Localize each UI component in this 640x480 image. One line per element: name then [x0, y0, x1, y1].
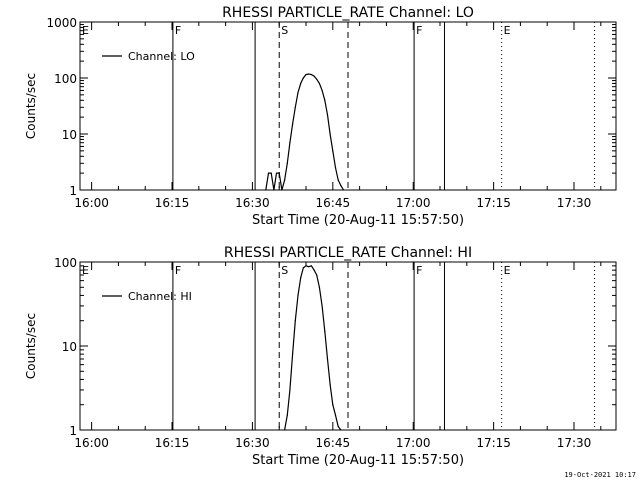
data-point: [289, 142, 291, 144]
data-point: [324, 330, 326, 332]
chart-panel-lo: RHESSI PARTICLE_RATE Channel: LO Start Ti…: [24, 5, 617, 228]
data-point: [332, 150, 334, 152]
data-point: [302, 77, 304, 79]
data-point: [265, 189, 267, 191]
footer-timestamp: 19-Oct-2021 10:17: [564, 471, 636, 479]
data-point: [332, 404, 334, 406]
data-point: [310, 74, 312, 76]
y-axis-label: Counts/sec: [24, 313, 38, 379]
x-tick-label: 16:45: [316, 436, 351, 450]
y-tick-label: 100: [54, 72, 77, 86]
x-tick-label: 16:15: [155, 436, 190, 450]
data-point: [294, 320, 296, 322]
data-point: [286, 414, 288, 416]
data-point: [329, 383, 331, 385]
data-point: [326, 358, 329, 360]
chart-title: RHESSI PARTICLE_RATE Channel: LO: [222, 5, 474, 21]
event-marker-label: F: [175, 24, 181, 37]
data-point: [278, 172, 280, 174]
data-point: [313, 269, 315, 271]
data-point: [283, 429, 286, 431]
data-point: [340, 429, 342, 431]
data-point: [275, 172, 278, 174]
x-tick-label: 17:15: [476, 436, 511, 450]
x-tick-label: 16:00: [74, 196, 109, 210]
event-marker-label: E: [82, 24, 89, 37]
data-point: [292, 123, 294, 125]
x-tick-label: 17:00: [396, 436, 431, 450]
data-point: [326, 114, 329, 116]
legend-label: Channel: HI: [128, 290, 192, 303]
data-point: [340, 184, 342, 187]
x-tick-label: 16:30: [235, 436, 270, 450]
data-point: [318, 286, 321, 288]
series-line: [265, 73, 345, 191]
data-point: [324, 99, 326, 101]
event-marker-label: E: [504, 24, 511, 37]
x-axis-label: Start Time (20-Aug-11 15:57:50): [252, 453, 464, 468]
x-tick-label: 16:00: [74, 436, 109, 450]
event-marker-label: E: [504, 264, 511, 277]
x-tick-label: 16:45: [316, 196, 351, 210]
x-tick-label: 17:30: [557, 196, 592, 210]
y-tick-label: 10: [62, 128, 77, 142]
data-point: [297, 294, 299, 297]
legend-label: Channel: LO: [128, 50, 195, 63]
x-axis-label: Start Time (20-Aug-11 15:57:50): [252, 213, 464, 228]
data-point: [283, 179, 286, 181]
data-point: [321, 89, 323, 92]
data-point: [316, 78, 318, 80]
data-point: [300, 277, 302, 279]
chart-panel-hi: RHESSI PARTICLE_RATE Channel: HI Start Ti…: [24, 245, 617, 468]
y-tick-label: 10: [62, 340, 77, 354]
event-marker-label: E: [82, 264, 89, 277]
y-axis-label: Counts/sec: [24, 73, 38, 139]
data-point: [305, 74, 307, 76]
data-point: [337, 425, 339, 428]
data-point: [270, 172, 272, 174]
data-point: [305, 265, 307, 267]
chart-title: RHESSI PARTICLE_RATE Channel: HI: [224, 245, 472, 261]
y-tick-label: 1: [69, 184, 77, 198]
series-line: [284, 265, 342, 431]
x-tick-label: 17:00: [396, 196, 431, 210]
event-marker-label: F: [416, 24, 422, 37]
data-point: [294, 106, 296, 108]
data-point: [302, 267, 304, 269]
data-point: [337, 179, 339, 181]
data-point: [289, 389, 291, 391]
data-point: [313, 75, 315, 77]
data-point: [273, 189, 275, 191]
data-point: [334, 414, 337, 416]
data-point: [334, 167, 337, 169]
x-tick-label: 16:30: [235, 196, 270, 210]
data-point: [308, 73, 310, 75]
data-point: [310, 265, 312, 267]
data-point: [286, 162, 288, 164]
data-point: [281, 189, 283, 191]
x-tick-label: 17:30: [557, 436, 592, 450]
x-tick-label: 17:15: [476, 196, 511, 210]
data-point: [318, 82, 321, 85]
event-marker-label: S: [281, 24, 288, 37]
event-marker-label: F: [416, 264, 422, 277]
y-tick-label: 100: [54, 256, 77, 270]
event-marker-label: F: [175, 264, 181, 277]
data-point: [267, 172, 270, 174]
data-point: [321, 305, 323, 307]
y-tick-label: 1000: [46, 16, 77, 30]
event-marker-label: S: [281, 264, 288, 277]
data-point: [342, 189, 345, 191]
y-tick-label: 1: [69, 424, 77, 438]
data-point: [308, 266, 310, 268]
data-point: [297, 91, 299, 94]
x-tick-label: 16:15: [155, 196, 190, 210]
data-point: [292, 353, 294, 355]
data-point: [329, 133, 331, 135]
data-point: [316, 274, 318, 276]
data-point: [300, 82, 302, 85]
